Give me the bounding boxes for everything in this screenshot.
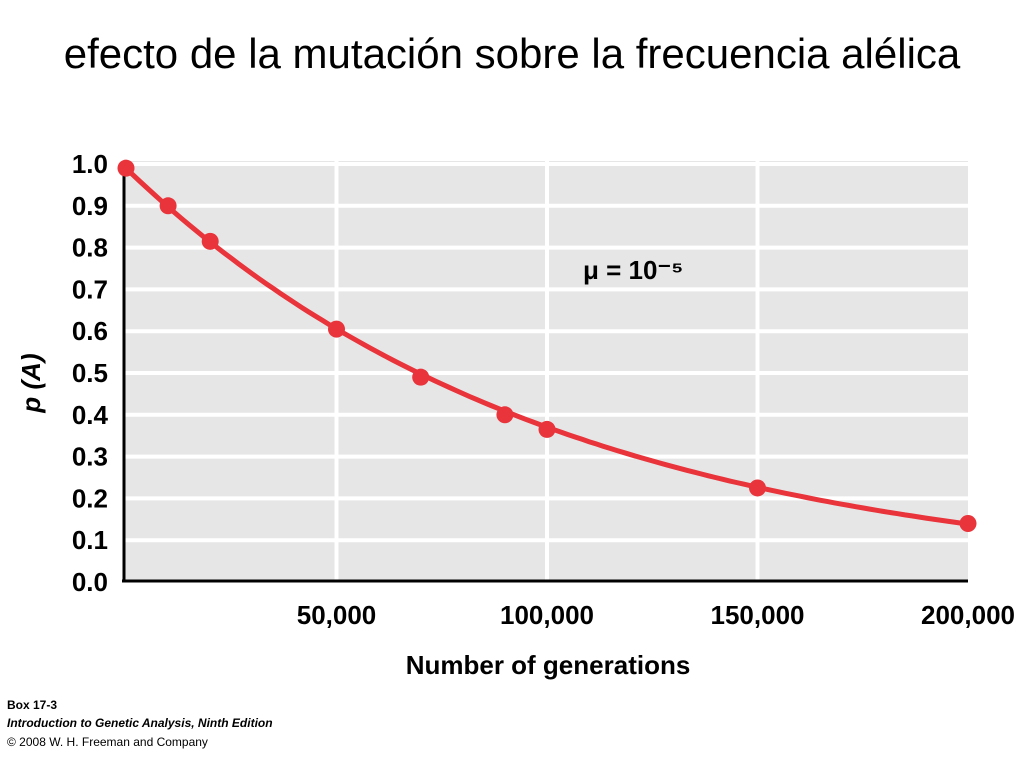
mutation-rate-annotation: μ = 10⁻⁵ <box>583 255 683 285</box>
data-points <box>117 159 977 532</box>
slide-title: efecto de la mutación sobre la frecuenci… <box>63 30 961 77</box>
x-tick-labels: 50,000 100,000 150,000 200,000 <box>297 600 1015 630</box>
data-point <box>959 514 977 532</box>
data-point <box>412 368 430 386</box>
x-tick-label: 200,000 <box>921 600 1015 630</box>
y-tick-label: 0.2 <box>72 483 108 513</box>
y-tick-label: 0.1 <box>72 525 108 555</box>
data-point <box>749 479 766 497</box>
y-axis-label: p (A) <box>16 353 46 413</box>
data-point <box>496 406 514 424</box>
y-tick-label: 0.5 <box>72 358 108 388</box>
y-tick-label: 0.6 <box>72 316 108 346</box>
gridlines <box>124 161 968 580</box>
data-point <box>328 320 345 338</box>
y-tick-label: 1.0 <box>72 149 108 179</box>
x-tick-label: 150,000 <box>711 600 805 630</box>
y-tick-label: 0.7 <box>72 274 108 304</box>
credit-book: Introduction to Genetic Analysis, Ninth … <box>7 716 273 730</box>
y-tick-label: 0.4 <box>72 400 109 430</box>
axes <box>122 161 968 583</box>
x-tick-label: 50,000 <box>297 600 377 630</box>
x-tick-label: 100,000 <box>500 600 594 630</box>
y-tick-label: 0.0 <box>72 567 108 597</box>
credit-box: Box 17-3 <box>7 698 58 712</box>
data-point <box>159 197 177 215</box>
credit-copyright: © 2008 W. H. Freeman and Company <box>7 735 208 749</box>
y-tick-label: 0.9 <box>72 191 108 221</box>
y-tick-labels: 0.0 0.1 0.2 0.3 0.4 0.5 0.6 0.7 0.8 0.9 1.0 <box>72 149 109 597</box>
y-tick-label: 0.8 <box>72 233 108 263</box>
data-point <box>538 420 556 438</box>
x-axis-label: Number of generations <box>406 650 691 680</box>
data-point <box>201 232 219 250</box>
y-tick-label: 0.3 <box>72 442 108 472</box>
data-point <box>117 159 135 177</box>
